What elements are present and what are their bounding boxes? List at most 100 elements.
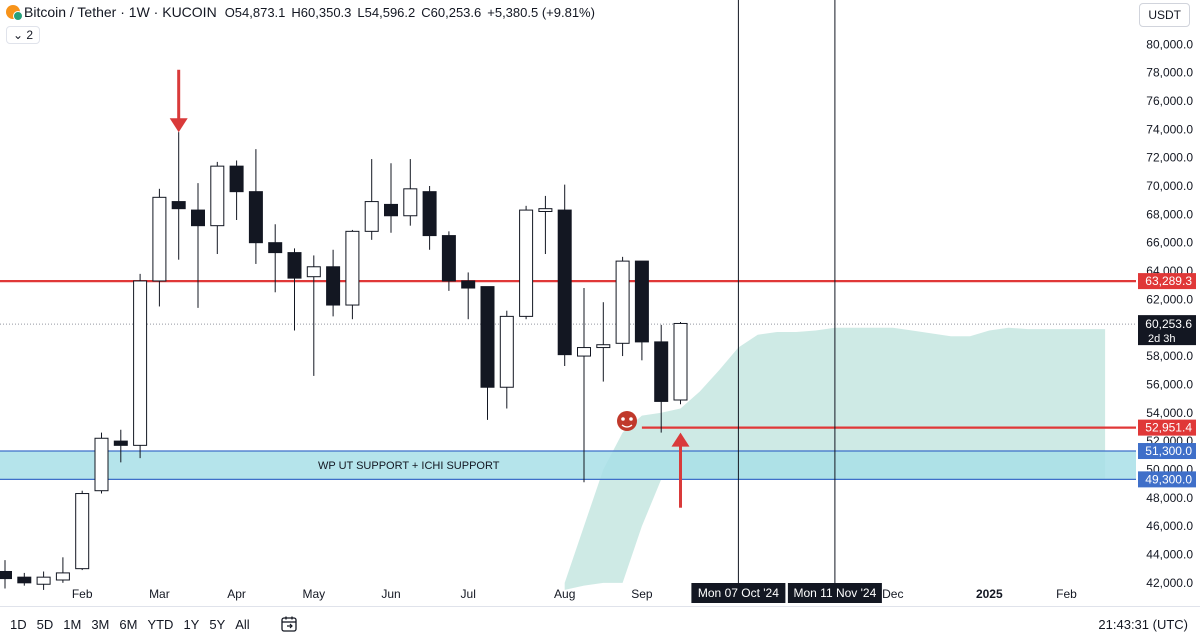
time-marker-tag-1: Mon 11 Nov '24 bbox=[787, 583, 882, 603]
candle[interactable] bbox=[229, 160, 244, 221]
candle-body-down bbox=[287, 252, 302, 279]
demon-face-circle bbox=[617, 411, 637, 431]
candle[interactable] bbox=[306, 255, 321, 376]
candle[interactable] bbox=[191, 183, 205, 308]
candle[interactable] bbox=[268, 224, 283, 293]
candle-body-down bbox=[113, 440, 128, 446]
candle[interactable] bbox=[538, 195, 553, 255]
time-axis[interactable]: Feb Mar Apr May Jun Jul Aug Sep Dec 2025 Feb bbox=[72, 587, 1077, 601]
bottom-toolbar: 1D 5D 1M 3M 6M YTD 1Y 5Y All 21:43:31 (UTC) bbox=[0, 606, 1200, 640]
range-button-ytd[interactable]: YTD bbox=[147, 617, 174, 632]
time-marker-tag-box bbox=[787, 583, 882, 603]
price-tick-label: 76,000.0 bbox=[1146, 94, 1193, 108]
candle[interactable] bbox=[615, 256, 630, 357]
price-tick-label: 74,000.0 bbox=[1146, 122, 1193, 136]
time-tick-label: Dec bbox=[882, 587, 903, 601]
candle[interactable] bbox=[287, 248, 302, 331]
candle[interactable] bbox=[596, 302, 611, 382]
level-price-tag-0-box bbox=[1138, 273, 1196, 290]
candle-body-up bbox=[345, 230, 360, 306]
candle-body-down bbox=[634, 260, 649, 343]
candle-body-up bbox=[538, 208, 553, 212]
candle[interactable] bbox=[152, 188, 167, 307]
candle[interactable] bbox=[345, 229, 360, 320]
candle-body-up bbox=[403, 188, 418, 217]
candle[interactable] bbox=[441, 231, 456, 291]
indicators-toggle[interactable]: ⌄ 2 bbox=[6, 26, 41, 44]
time-marker-tag-box bbox=[691, 583, 786, 603]
support-high-tag: 51,300.0 bbox=[1138, 443, 1196, 460]
ohlc-open: O54,873.1 bbox=[224, 4, 286, 20]
support-low-tag-text: 49,300.0 bbox=[1145, 472, 1192, 486]
candle-body-down bbox=[17, 576, 32, 584]
range-button-5d[interactable]: 5D bbox=[36, 617, 54, 632]
candle[interactable] bbox=[403, 159, 418, 226]
time-tick-label: Jun bbox=[381, 587, 400, 601]
candle[interactable] bbox=[364, 159, 379, 240]
candle-body-down bbox=[461, 280, 476, 289]
candle[interactable] bbox=[248, 149, 263, 264]
arrow-head bbox=[169, 118, 188, 133]
candle[interactable] bbox=[673, 322, 688, 405]
price-tick-label: 80,000.0 bbox=[1146, 37, 1193, 51]
candle-body-up bbox=[364, 201, 379, 232]
range-button-3m[interactable]: 3M bbox=[91, 617, 110, 632]
range-button-5y[interactable]: 5Y bbox=[209, 617, 226, 632]
candle[interactable] bbox=[480, 286, 495, 420]
symbol-header: Bitcoin / Tether · 1W · KUCOIN O54,873.1… bbox=[6, 4, 595, 21]
candle[interactable] bbox=[55, 557, 70, 583]
candle-body-down bbox=[0, 570, 12, 580]
time-marker-tag-text: Mon 11 Nov '24 bbox=[794, 586, 877, 600]
level-price-tag-0: 63,289.3 bbox=[1138, 273, 1196, 290]
range-button-1m[interactable]: 1M bbox=[63, 617, 82, 632]
candle[interactable] bbox=[0, 560, 12, 589]
candle[interactable] bbox=[384, 163, 398, 233]
price-axis[interactable]: 42,000.044,000.046,000.048,000.050,000.0… bbox=[1146, 37, 1193, 590]
candle[interactable] bbox=[519, 205, 534, 320]
support-high-tag-box bbox=[1138, 443, 1196, 460]
range-button-1y[interactable]: 1Y bbox=[183, 617, 200, 632]
candle-body-up bbox=[133, 280, 148, 446]
candle[interactable] bbox=[210, 161, 225, 255]
candle-body-down bbox=[654, 341, 669, 402]
candle[interactable] bbox=[577, 288, 591, 483]
range-button-all[interactable]: All bbox=[235, 617, 250, 632]
candle[interactable] bbox=[133, 273, 148, 459]
candle[interactable] bbox=[36, 571, 51, 590]
candle[interactable] bbox=[171, 132, 186, 260]
symbol-title[interactable]: Bitcoin / Tether · 1W · KUCOIN bbox=[24, 4, 217, 20]
candle[interactable] bbox=[113, 429, 128, 463]
time-marker-tag-text: Mon 07 Oct '24 bbox=[698, 586, 779, 600]
demon-face-icon bbox=[617, 411, 637, 431]
currency-selector[interactable]: USDT bbox=[1139, 3, 1190, 27]
candle[interactable] bbox=[461, 272, 476, 320]
candle[interactable] bbox=[94, 432, 109, 494]
candle[interactable] bbox=[557, 184, 572, 366]
candle[interactable] bbox=[422, 185, 437, 250]
level-price-tag-1-box bbox=[1138, 419, 1196, 436]
candle-body-down bbox=[557, 209, 572, 356]
candle[interactable] bbox=[17, 572, 32, 586]
price-tick-label: 70,000.0 bbox=[1146, 179, 1193, 193]
candle-body-up bbox=[306, 266, 321, 278]
candle[interactable] bbox=[326, 249, 341, 317]
range-button-6m[interactable]: 6M bbox=[119, 617, 138, 632]
ohlc-change: +5,380.5 (+9.81%) bbox=[487, 4, 595, 20]
candle[interactable] bbox=[499, 310, 514, 409]
support-zone-band bbox=[0, 451, 1136, 480]
calendar-icon[interactable] bbox=[280, 615, 298, 633]
support-high-tag-text: 51,300.0 bbox=[1145, 444, 1192, 458]
utc-clock[interactable]: 21:43:31 (UTC) bbox=[1098, 617, 1188, 632]
candle-body-up bbox=[75, 493, 90, 570]
candle-body-up bbox=[55, 572, 70, 581]
level-price-tag-1-text: 52,951.4 bbox=[1145, 421, 1192, 435]
price-tick-label: 68,000.0 bbox=[1146, 207, 1193, 221]
candle-body-up bbox=[577, 347, 591, 357]
candle[interactable] bbox=[654, 324, 669, 433]
candle[interactable] bbox=[75, 490, 90, 571]
time-tick-label: Mar bbox=[149, 587, 170, 601]
candle[interactable] bbox=[634, 260, 649, 361]
range-button-1d[interactable]: 1D bbox=[10, 617, 27, 632]
price-tick-label: 54,000.0 bbox=[1146, 406, 1193, 420]
